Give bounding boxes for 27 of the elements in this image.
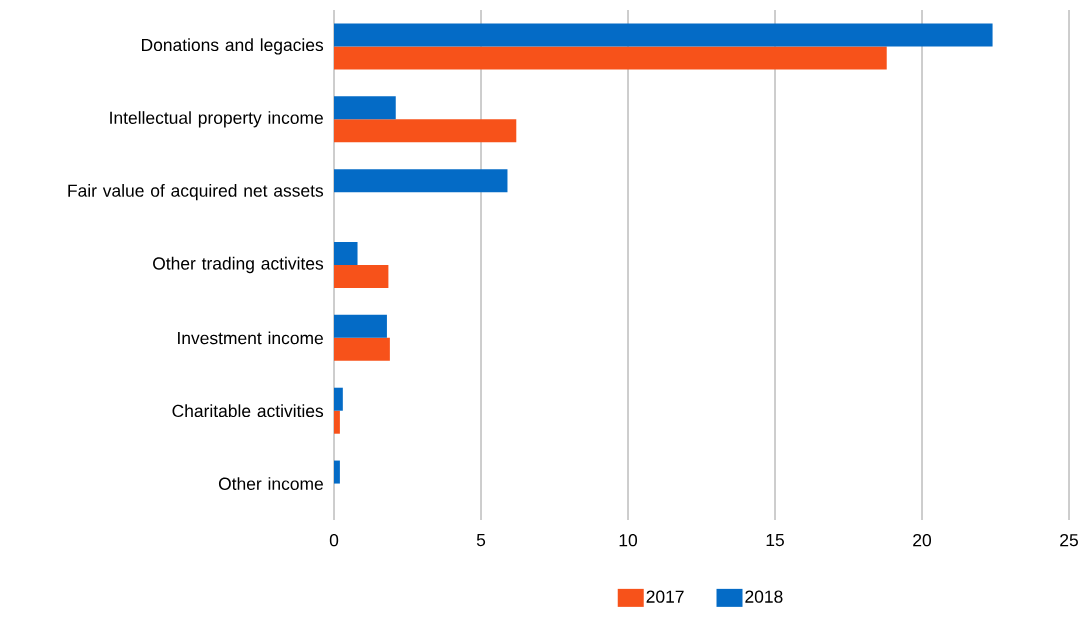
bar (334, 314, 387, 338)
bar (334, 460, 340, 484)
x-tick-label: 15 (766, 534, 784, 547)
bar (334, 96, 396, 120)
bar (334, 410, 340, 434)
x-tick-label: 0 (329, 534, 339, 547)
bar (334, 387, 343, 411)
x-tick-label: 10 (619, 534, 638, 547)
legend-label: 2018 (745, 590, 783, 603)
bar (334, 264, 389, 288)
y-tick-label: Charitable activities (172, 404, 324, 418)
y-tick-label: Other trading activites (153, 256, 324, 274)
y-tick-label: Intellectual property income (110, 111, 323, 128)
bar (334, 46, 887, 70)
bar (334, 337, 390, 361)
y-tick-label: Fair value of acquired net assets (68, 184, 324, 201)
y-tick-label: Other income (218, 477, 323, 490)
legend-label: 2017 (646, 590, 684, 603)
y-tick-label: Investment income (178, 331, 323, 345)
bar (334, 169, 508, 193)
y-tick-label: Donations and legacies (142, 38, 324, 55)
x-tick-label: 20 (913, 534, 932, 547)
bar (334, 241, 358, 265)
bar (334, 23, 993, 47)
x-tick-label: 25 (1060, 534, 1078, 547)
x-tick-label: 5 (476, 534, 486, 547)
bar (334, 119, 517, 143)
